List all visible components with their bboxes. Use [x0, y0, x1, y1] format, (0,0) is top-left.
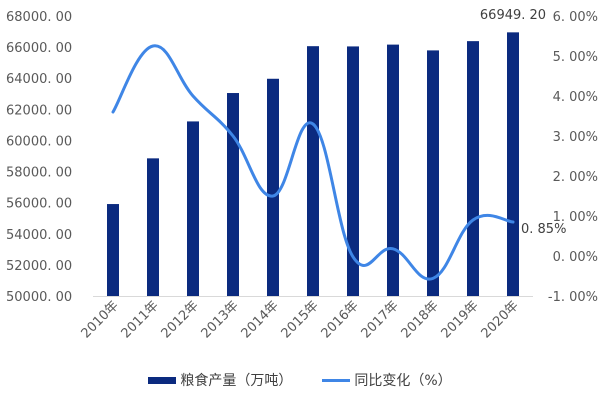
bar[interactable]	[307, 46, 319, 296]
right-tick-label: 4. 00%	[553, 90, 598, 105]
bar[interactable]	[147, 158, 159, 296]
left-tick-label: 68000. 00	[6, 10, 72, 25]
right-tick-label: -1. 00%	[548, 290, 598, 305]
left-tick-label: 56000. 00	[6, 197, 72, 212]
bar[interactable]	[387, 44, 399, 297]
legend: 粮食产量（万吨） 同比变化（%）	[0, 370, 600, 390]
left-tick-label: 62000. 00	[6, 103, 72, 118]
data-annotations: 66949. 20 0. 85%	[480, 8, 567, 237]
bar[interactable]	[187, 121, 199, 296]
bar-swatch-icon	[148, 376, 177, 384]
right-tick-label: 2. 00%	[553, 170, 598, 185]
right-axis-ticks: -1. 00% 0. 00% 1. 00% 2. 00% 3. 00% 4. 00% 5. …	[548, 10, 598, 305]
x-tick-label: 2014年	[239, 298, 282, 341]
bar[interactable]	[347, 46, 359, 296]
legend-line-label: 同比变化（%）	[354, 373, 452, 389]
growth-line	[111, 44, 515, 281]
right-tick-label: 0. 00%	[553, 250, 598, 265]
left-axis-ticks: 50000. 00 52000. 00 54000. 00 56000. 00 5800…	[6, 10, 72, 305]
left-tick-label: 54000. 00	[6, 228, 72, 243]
bar[interactable]	[427, 50, 439, 296]
bar-series	[107, 32, 519, 297]
line-swatch-icon	[322, 378, 351, 382]
x-tick-label: 2016年	[319, 298, 362, 341]
x-tick-label: 2018年	[399, 298, 442, 341]
legend-item-bar[interactable]: 粮食产量（万吨）	[148, 370, 292, 390]
left-tick-label: 60000. 00	[6, 134, 72, 149]
right-tick-label: 5. 00%	[553, 50, 598, 65]
x-tick-label: 2012年	[159, 298, 202, 341]
left-tick-label: 58000. 00	[6, 166, 72, 181]
bar[interactable]	[267, 78, 279, 297]
left-tick-label: 52000. 00	[6, 259, 72, 274]
x-tick-label: 2017年	[359, 298, 402, 341]
grain-output-chart: 50000. 00 52000. 00 54000. 00 56000. 00 5800…	[6, 8, 598, 341]
x-tick-label: 2015年	[279, 298, 322, 341]
x-tick-label: 2011年	[119, 298, 162, 341]
right-tick-label: 3. 00%	[553, 130, 598, 145]
right-tick-label: 6. 00%	[553, 10, 598, 25]
line-value-label: 0. 85%	[521, 222, 566, 237]
left-tick-label: 66000. 00	[6, 41, 72, 56]
x-tick-label: 2019年	[439, 298, 482, 341]
x-tick-label: 2013年	[199, 298, 242, 341]
legend-bar-label: 粮食产量（万吨）	[180, 373, 293, 389]
bar[interactable]	[107, 204, 119, 296]
bar[interactable]	[227, 93, 239, 296]
bar[interactable]	[507, 32, 519, 297]
left-tick-label: 64000. 00	[6, 72, 72, 87]
x-tick-label: 2010年	[79, 298, 122, 341]
legend-item-line[interactable]: 同比变化（%）	[322, 370, 452, 390]
bar-value-label: 66949. 20	[480, 8, 546, 23]
x-tick-label: 2020年	[479, 298, 522, 341]
x-axis-labels: 2010年2011年2012年2013年2014年2015年2016年2017年…	[79, 298, 522, 341]
right-tick-label: 1. 00%	[553, 210, 598, 225]
left-tick-label: 50000. 00	[6, 290, 72, 305]
bar[interactable]	[467, 41, 479, 296]
